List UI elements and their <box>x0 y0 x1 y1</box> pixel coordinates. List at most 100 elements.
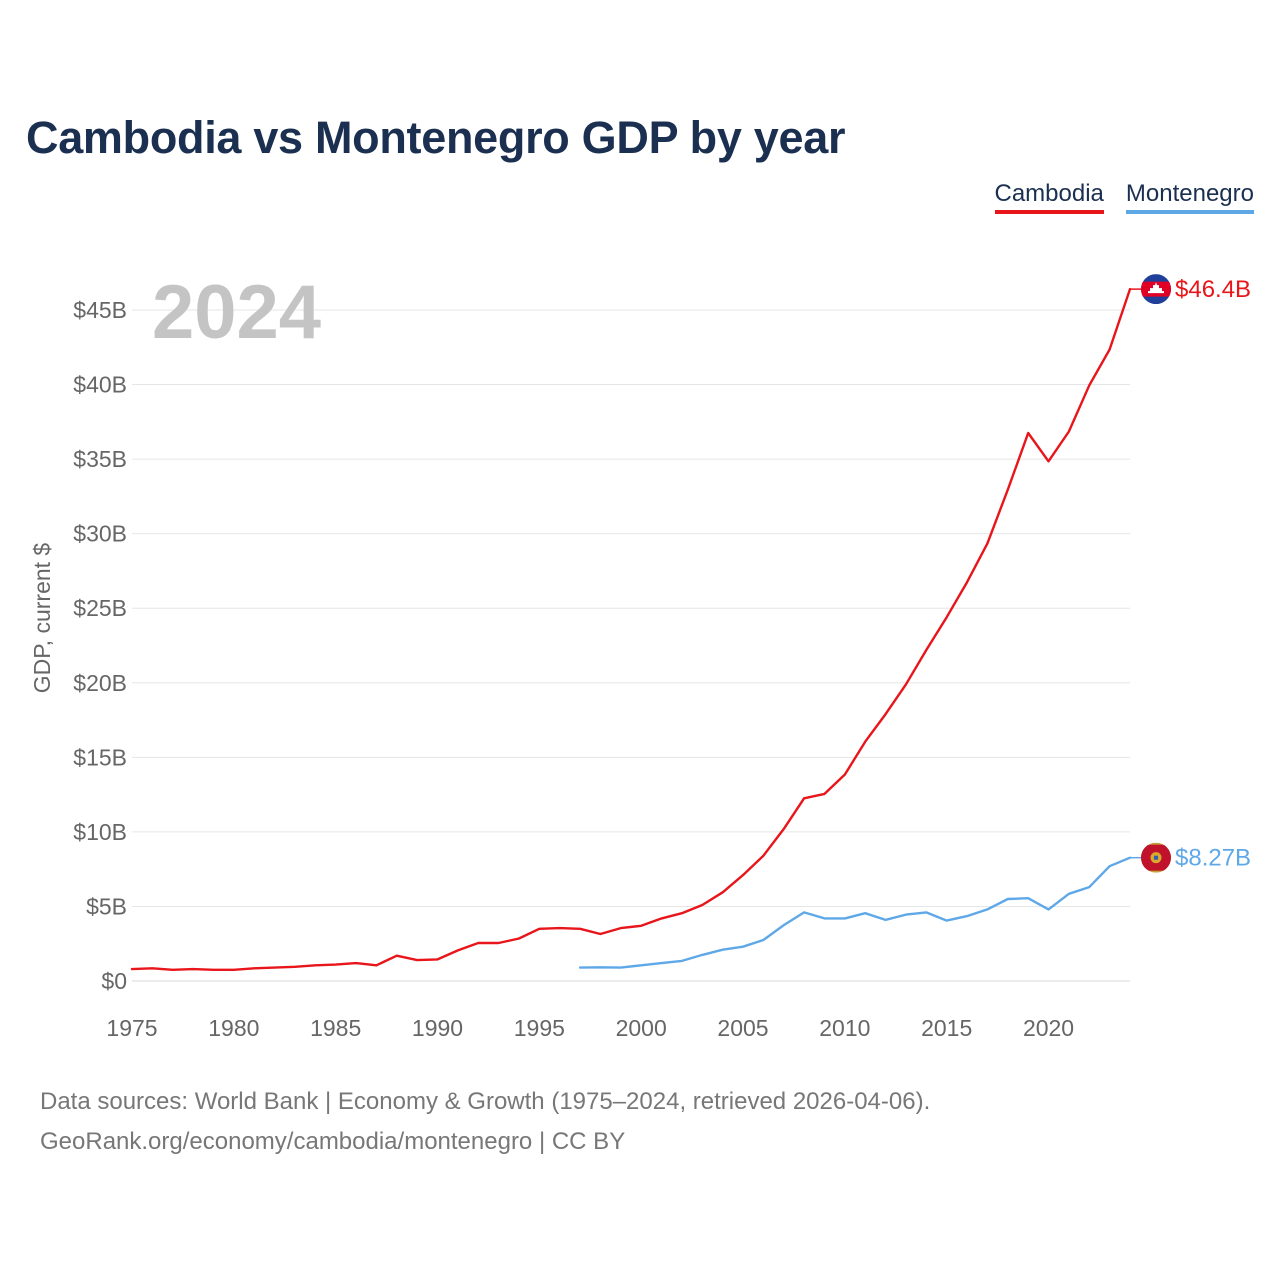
data-point-cambodia[interactable] <box>1005 487 1010 492</box>
data-point-cambodia[interactable] <box>903 682 908 687</box>
data-point-montenegro[interactable] <box>802 910 807 915</box>
series-line-cambodia[interactable] <box>130 287 1132 971</box>
data-point-cambodia[interactable] <box>598 932 603 937</box>
data-point-cambodia[interactable] <box>496 940 501 945</box>
legend-item-cambodia[interactable]: Cambodia <box>994 180 1104 214</box>
data-point-montenegro[interactable] <box>863 911 868 916</box>
data-point-cambodia[interactable] <box>944 615 949 620</box>
data-point-cambodia[interactable] <box>965 580 970 585</box>
data-point-cambodia[interactable] <box>313 963 318 968</box>
data-point-cambodia[interactable] <box>272 965 277 970</box>
data-point-montenegro[interactable] <box>1087 885 1092 890</box>
data-point-montenegro[interactable] <box>1005 896 1010 901</box>
data-point-cambodia[interactable] <box>1107 347 1112 352</box>
data-point-montenegro[interactable] <box>1046 907 1051 912</box>
data-point-cambodia[interactable] <box>252 966 257 971</box>
data-point-montenegro[interactable] <box>659 961 664 966</box>
data-point-cambodia[interactable] <box>1046 459 1051 464</box>
data-point-montenegro[interactable] <box>883 917 888 922</box>
y-tick-label: $0 <box>101 968 127 994</box>
data-point-cambodia[interactable] <box>883 712 888 717</box>
data-point-cambodia[interactable] <box>537 926 542 931</box>
data-point-montenegro[interactable] <box>578 965 583 970</box>
data-point-cambodia[interactable] <box>679 911 684 916</box>
x-tick-label: 2020 <box>1023 1015 1074 1041</box>
data-point-montenegro[interactable] <box>944 918 949 923</box>
axes: $0 $5B $10B $15B $20B $25B $30B $35B $40B $45B 197… <box>29 297 1074 1041</box>
data-point-cambodia[interactable] <box>741 873 746 878</box>
data-point-cambodia[interactable] <box>781 826 786 831</box>
data-point-cambodia[interactable] <box>822 791 827 796</box>
x-tick-label: 2010 <box>819 1015 870 1041</box>
data-point-cambodia[interactable] <box>516 936 521 941</box>
data-point-cambodia[interactable] <box>476 940 481 945</box>
data-point-cambodia[interactable] <box>639 923 644 928</box>
data-point-cambodia[interactable] <box>557 926 562 931</box>
data-point-montenegro[interactable] <box>842 916 847 921</box>
data-point-cambodia[interactable] <box>150 966 155 971</box>
data-point-cambodia[interactable] <box>1087 383 1092 388</box>
data-point-montenegro[interactable] <box>781 923 786 928</box>
data-point-cambodia[interactable] <box>700 902 705 907</box>
x-tick-label: 2015 <box>921 1015 972 1041</box>
data-point-cambodia[interactable] <box>211 967 216 972</box>
data-point-cambodia[interactable] <box>170 967 175 972</box>
data-point-montenegro[interactable] <box>1066 891 1071 896</box>
data-point-montenegro[interactable] <box>700 952 705 957</box>
data-point-cambodia[interactable] <box>191 967 196 972</box>
legend-item-montenegro[interactable]: Montenegro <box>1125 180 1254 214</box>
data-point-cambodia[interactable] <box>354 961 359 966</box>
data-point-montenegro[interactable] <box>741 944 746 949</box>
montenegro-flag-icon <box>1141 842 1171 873</box>
data-point-cambodia[interactable] <box>761 853 766 858</box>
y-axis-label: GDP, current $ <box>29 543 55 694</box>
end-value-label-cambodia: $46.4B <box>1175 276 1251 303</box>
data-point-montenegro[interactable] <box>1107 864 1112 869</box>
footer: Data sources: World Bank | Economy & Gro… <box>40 1082 930 1162</box>
y-tick-label: $5B <box>86 893 127 919</box>
grid-lines <box>132 309 1130 982</box>
data-point-montenegro[interactable] <box>924 910 929 915</box>
data-point-cambodia[interactable] <box>1066 429 1071 434</box>
data-point-montenegro[interactable] <box>720 947 725 952</box>
data-point-cambodia[interactable] <box>1026 431 1031 436</box>
footer-sources: Data sources: World Bank | Economy & Gro… <box>40 1088 931 1115</box>
data-point-cambodia[interactable] <box>985 541 990 546</box>
data-point-montenegro[interactable] <box>598 965 603 970</box>
legend: Cambodia Montenegro <box>994 180 1254 214</box>
y-tick-label: $35B <box>73 446 127 472</box>
x-tick-label: 1975 <box>106 1015 157 1041</box>
data-point-montenegro[interactable] <box>618 965 623 970</box>
data-point-montenegro[interactable] <box>761 937 766 942</box>
data-point-montenegro[interactable] <box>965 914 970 919</box>
y-tick-label: $45B <box>73 297 127 323</box>
data-point-montenegro[interactable] <box>679 958 684 963</box>
footer-attribution[interactable]: GeoRank.org/economy/cambodia/montenegro … <box>40 1128 626 1155</box>
series-line-montenegro[interactable] <box>578 856 1132 969</box>
data-point-cambodia[interactable] <box>659 916 664 921</box>
data-point-cambodia[interactable] <box>618 926 623 931</box>
data-point-cambodia[interactable] <box>842 772 847 777</box>
data-point-cambodia[interactable] <box>292 964 297 969</box>
data-point-cambodia[interactable] <box>578 926 583 931</box>
data-point-montenegro[interactable] <box>903 912 908 917</box>
data-point-cambodia[interactable] <box>924 647 929 652</box>
data-point-cambodia[interactable] <box>333 962 338 967</box>
data-point-cambodia[interactable] <box>435 957 440 962</box>
data-point-cambodia[interactable] <box>720 890 725 895</box>
data-point-cambodia[interactable] <box>374 963 379 968</box>
data-point-cambodia[interactable] <box>802 796 807 801</box>
data-point-montenegro[interactable] <box>639 963 644 968</box>
data-point-cambodia[interactable] <box>394 953 399 958</box>
data-point-montenegro[interactable] <box>822 916 827 921</box>
y-tick-label: $30B <box>73 521 127 547</box>
data-point-montenegro[interactable] <box>1026 896 1031 901</box>
data-point-cambodia[interactable] <box>415 958 420 963</box>
data-point-montenegro[interactable] <box>985 907 990 912</box>
data-point-cambodia[interactable] <box>231 967 236 972</box>
data-point-cambodia[interactable] <box>130 967 135 972</box>
series-lines <box>130 287 1132 972</box>
data-point-cambodia[interactable] <box>455 948 460 953</box>
data-point-cambodia[interactable] <box>863 739 868 744</box>
